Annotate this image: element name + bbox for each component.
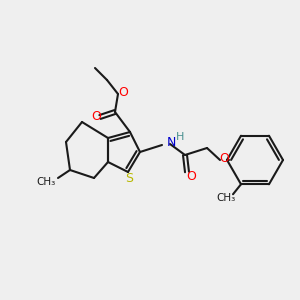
Text: O: O: [219, 152, 229, 166]
Text: CH₃: CH₃: [216, 193, 236, 203]
Text: CH₃: CH₃: [36, 177, 56, 187]
Text: N: N: [167, 136, 176, 149]
Text: S: S: [125, 172, 133, 184]
Text: O: O: [118, 85, 128, 98]
Text: O: O: [186, 169, 196, 182]
Text: H: H: [176, 132, 184, 142]
Text: O: O: [91, 110, 101, 124]
